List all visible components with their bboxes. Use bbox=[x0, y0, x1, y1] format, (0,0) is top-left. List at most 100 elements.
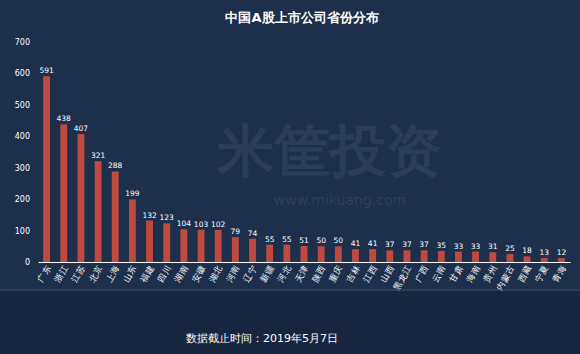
tick: 山东 bbox=[121, 263, 139, 284]
title: 中国A股上市公司省份分布 bbox=[225, 10, 378, 25]
bar bbox=[335, 246, 342, 262]
bar bbox=[438, 251, 445, 262]
data-label: 102 bbox=[211, 220, 226, 229]
tick-label: 辽宁 bbox=[241, 263, 259, 284]
data-label: 123 bbox=[160, 213, 175, 222]
bar bbox=[215, 230, 222, 262]
axis-line bbox=[39, 262, 571, 263]
tick: 新疆 bbox=[258, 263, 276, 284]
tick-label: 吉林 bbox=[344, 263, 362, 284]
bar bbox=[180, 229, 187, 262]
data-label: 199 bbox=[125, 189, 140, 198]
data-label: 591 bbox=[39, 66, 54, 75]
tick-label: 北京 bbox=[87, 263, 105, 284]
tick-label: 600 bbox=[15, 69, 30, 78]
tick-label: 700 bbox=[15, 38, 30, 47]
tick: 河南 bbox=[224, 263, 242, 284]
footnote: 数据截止时间：2019年5月7日 bbox=[186, 332, 338, 345]
footer-rule bbox=[0, 290, 580, 291]
tick: 500 bbox=[15, 101, 38, 110]
tick-label: 广东 bbox=[35, 263, 53, 284]
tick: 内蒙古 bbox=[494, 263, 516, 291]
x-axis: 广东浙江江苏北京上海山东福建四川湖南安徽湖北河南辽宁新疆河北天津陕西重庆吉林江西… bbox=[35, 263, 570, 292]
tick-label: 300 bbox=[15, 164, 30, 173]
tick-label: 青海 bbox=[550, 263, 568, 284]
data-label: 33 bbox=[471, 242, 481, 251]
bars bbox=[43, 76, 565, 262]
tick: 广东 bbox=[35, 263, 53, 284]
bar bbox=[249, 239, 256, 262]
data-label: 438 bbox=[57, 114, 72, 123]
background bbox=[0, 0, 580, 354]
data-label: 37 bbox=[385, 240, 395, 249]
bar bbox=[558, 258, 565, 262]
data-label: 18 bbox=[522, 246, 532, 255]
data-labels: 5914384073212881991321231041031027974555… bbox=[39, 66, 566, 257]
tick-label: 宁夏 bbox=[533, 263, 551, 284]
chart: 米筐投资 www.mikuang.com 中国A股上市公司省份分布 591 438407… bbox=[0, 0, 580, 354]
tick: 广西 bbox=[413, 263, 431, 284]
tick-label: 浙江 bbox=[52, 263, 70, 284]
tick: 0 bbox=[25, 258, 38, 267]
data-label: 50 bbox=[334, 236, 344, 245]
tick: 江西 bbox=[361, 263, 379, 284]
data-label: 31 bbox=[488, 242, 498, 251]
data-label: 407 bbox=[74, 124, 89, 133]
data-label: 35 bbox=[437, 241, 447, 250]
bar bbox=[541, 258, 548, 262]
tick: 天津 bbox=[293, 263, 311, 284]
tick: 青海 bbox=[550, 263, 568, 284]
tick-label: 四川 bbox=[155, 263, 173, 284]
tick: 陕西 bbox=[310, 263, 328, 284]
watermark: 米筐投资 bbox=[217, 118, 442, 183]
tick-label: 安徽 bbox=[190, 263, 208, 284]
tick: 300 bbox=[15, 164, 38, 173]
tick: 福建 bbox=[138, 263, 156, 284]
data-label: 41 bbox=[351, 239, 361, 248]
data-label: 79 bbox=[231, 227, 241, 236]
axis-line bbox=[38, 43, 39, 263]
tick-label: 河南 bbox=[224, 263, 242, 284]
tick: 宁夏 bbox=[533, 263, 551, 284]
bar bbox=[404, 250, 411, 262]
footer-band bbox=[0, 290, 580, 354]
tick: 甘肃 bbox=[447, 263, 465, 284]
watermark-url: www.mikuang.com bbox=[274, 192, 406, 208]
bar bbox=[43, 76, 50, 262]
bar bbox=[386, 250, 393, 262]
tick-label: 湖北 bbox=[207, 263, 225, 284]
tick-label: 200 bbox=[15, 195, 30, 204]
data-label: 103 bbox=[194, 220, 209, 229]
data-label: 12 bbox=[557, 248, 567, 257]
tick: 四川 bbox=[155, 263, 173, 284]
data-label: 132 bbox=[142, 211, 157, 220]
bar bbox=[60, 124, 67, 262]
bar bbox=[95, 161, 102, 262]
tick: 江苏 bbox=[70, 263, 88, 284]
tick-label: 100 bbox=[15, 227, 30, 236]
tick-label: 湖南 bbox=[173, 263, 191, 284]
tick: 吉林 bbox=[344, 263, 362, 284]
tick: 湖南 bbox=[173, 263, 191, 284]
data-label: 55 bbox=[282, 235, 292, 244]
data-label: 55 bbox=[265, 235, 275, 244]
tick-label: 黑龙江 bbox=[391, 263, 413, 291]
bar bbox=[77, 134, 84, 262]
bar bbox=[489, 252, 496, 262]
tick-label: 江西 bbox=[361, 263, 379, 284]
bar bbox=[163, 223, 170, 262]
tick-label: 西藏 bbox=[516, 263, 534, 284]
tick: 湖北 bbox=[207, 263, 225, 284]
tick: 云南 bbox=[430, 263, 448, 284]
bar bbox=[352, 249, 359, 262]
tick: 600 bbox=[15, 69, 38, 78]
bar bbox=[129, 199, 136, 262]
tick-label: 甘肃 bbox=[447, 263, 465, 284]
bar bbox=[318, 246, 325, 262]
bar bbox=[507, 254, 514, 262]
tick-label: 0 bbox=[25, 258, 30, 267]
bar bbox=[421, 250, 428, 262]
tick: 海南 bbox=[464, 263, 482, 284]
bar bbox=[198, 230, 205, 262]
data-label: 321 bbox=[91, 151, 106, 160]
